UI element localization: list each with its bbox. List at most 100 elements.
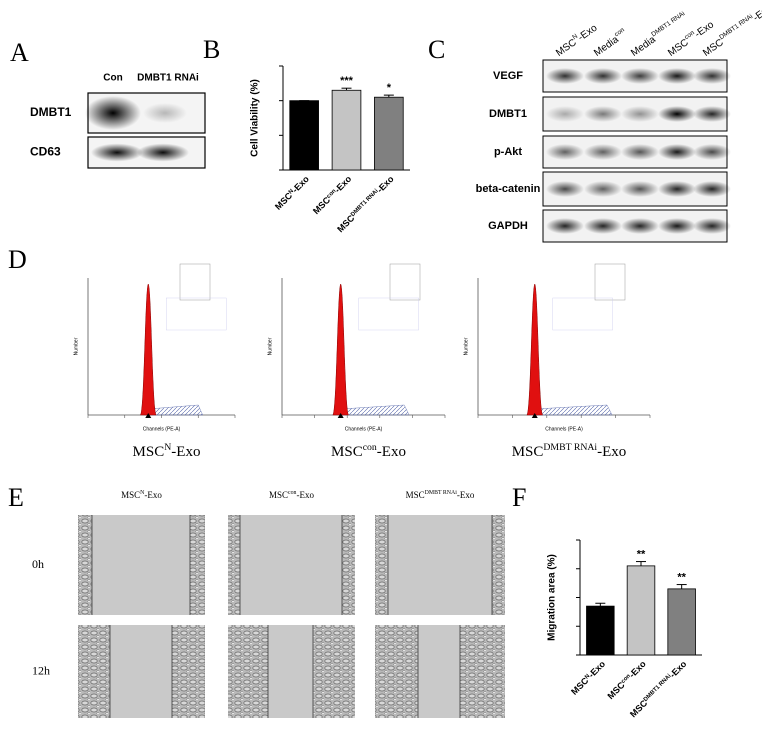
blot-column-label-part: -Exo: [576, 22, 600, 43]
x-tick-label-part: DMBT1 RNAi: [643, 673, 673, 703]
x-tick-label-part: DMBT1 RNAi: [350, 188, 380, 218]
blot-row-label: DMBT1: [30, 105, 72, 119]
bar: [626, 565, 656, 656]
x-tick-label-part: -Exo: [668, 659, 689, 680]
hatched-region: [340, 404, 410, 416]
stats-box: [358, 297, 419, 331]
blot-column-label-part: -Exo: [751, 2, 762, 23]
blot-band: [693, 106, 731, 122]
panel-letter: E: [8, 483, 24, 512]
x-tick-label: MSCN-Exo: [569, 659, 607, 697]
blot-row-label: p-Akt: [494, 146, 522, 158]
blot-band: [546, 144, 584, 160]
blot-row-label: CD63: [30, 145, 61, 159]
blot-band: [621, 106, 659, 122]
histogram-title: MSCN-Exo: [133, 442, 201, 461]
image-column-label: MSCN-Exo: [121, 490, 162, 500]
blot-column-label: DMBT1 RNAi: [137, 73, 199, 84]
histogram-title-part: con: [363, 442, 377, 453]
blot-band: [546, 68, 584, 84]
legend-box: [179, 263, 211, 301]
x-tick-label-part: -Exo: [290, 174, 311, 195]
blot-band: [658, 106, 696, 122]
blot-column-label: Con: [103, 73, 122, 84]
blot-row-label: beta-catenin: [476, 183, 541, 195]
significance-label: *: [387, 82, 392, 94]
bar: [667, 588, 696, 656]
x-axis-label: Channels (PE-A): [545, 426, 583, 432]
blot-column-label-part: con: [683, 29, 696, 41]
blot-band: [621, 181, 659, 197]
histogram-title-part: DMBT RNAi: [543, 442, 597, 453]
blot-column-label-part: con: [613, 27, 626, 39]
x-tick-label: MSCcon-Exo: [606, 659, 649, 702]
blot-band: [85, 96, 141, 130]
bar: [374, 96, 404, 171]
panel-letter: C: [428, 35, 445, 64]
blot-column-label: MSCN-Exo: [553, 21, 599, 59]
image-column-label-part: -Exo: [144, 490, 162, 500]
blot-column-label-part: DMBT1 RNAi: [718, 13, 754, 41]
y-axis-label: Number: [267, 337, 273, 355]
blot-band: [584, 106, 622, 122]
y-axis-label: Number: [463, 337, 469, 355]
peak-marker: [531, 413, 538, 418]
blot-row-label: GAPDH: [488, 220, 528, 232]
histogram-peak: [526, 283, 543, 416]
blot-band: [621, 144, 659, 160]
blot-band: [658, 144, 696, 160]
image-column-label-part: -Exo: [457, 490, 475, 500]
x-tick-label-part: -Exo: [333, 174, 354, 195]
histogram-title-part: -Exo: [597, 444, 626, 460]
hatched-region: [148, 404, 203, 416]
image-column-label-part: -Exo: [296, 490, 314, 500]
x-tick-label-part: -Exo: [587, 659, 608, 680]
x-tick-label-part: -Exo: [627, 659, 648, 680]
histogram-peak: [332, 283, 349, 416]
significance-label: **: [677, 571, 686, 583]
image-column-label: MSCDMBT RNAi-Exo: [406, 490, 475, 500]
bar: [586, 605, 615, 656]
bar: [331, 89, 362, 171]
y-axis-label: Cell Viability (%): [250, 79, 261, 157]
histogram-title-part: -Exo: [171, 444, 200, 460]
panel-letter: D: [8, 245, 27, 274]
y-axis-label: Migration area (%): [547, 554, 558, 641]
image-column-label: MSCcon-Exo: [269, 490, 314, 500]
significance-label: ***: [340, 75, 354, 87]
blot-band: [584, 181, 622, 197]
panel-letter: A: [10, 38, 29, 67]
blot-column-label-part: N: [571, 33, 579, 42]
blot-band: [584, 144, 622, 160]
panel-letter: B: [203, 35, 220, 64]
stats-box: [552, 297, 613, 331]
blot-band: [143, 103, 187, 123]
histogram-title: MSCcon-Exo: [331, 442, 406, 461]
x-tick-label: MSCcon-Exo: [311, 174, 354, 217]
blot-band: [658, 181, 696, 197]
x-axis-label: Channels (PE-A): [143, 426, 181, 432]
image-column-label-part: MSC: [269, 490, 288, 500]
x-tick-label-part: -Exo: [375, 174, 396, 195]
blot-band: [658, 68, 696, 84]
image-column-label-part: MSC: [121, 490, 140, 500]
blot-band: [693, 218, 731, 234]
image-row-label: 12h: [32, 663, 50, 677]
peak-marker: [145, 413, 152, 418]
wound-gap: [418, 625, 460, 718]
wound-gap: [388, 515, 492, 615]
blot-band: [546, 106, 584, 122]
stats-box: [166, 297, 227, 331]
blot-band: [621, 218, 659, 234]
blot-band: [584, 68, 622, 84]
blot-band: [584, 218, 622, 234]
x-tick-label: MSCN-Exo: [273, 174, 311, 212]
blot-band: [693, 68, 731, 84]
x-tick-label-part: con: [620, 673, 632, 685]
image-column-label-part: con: [288, 490, 297, 496]
legend-box: [594, 263, 626, 301]
image-row-label: 0h: [32, 557, 44, 571]
blot-band: [546, 218, 584, 234]
x-axis-label: Channels (PE-A): [345, 426, 383, 432]
